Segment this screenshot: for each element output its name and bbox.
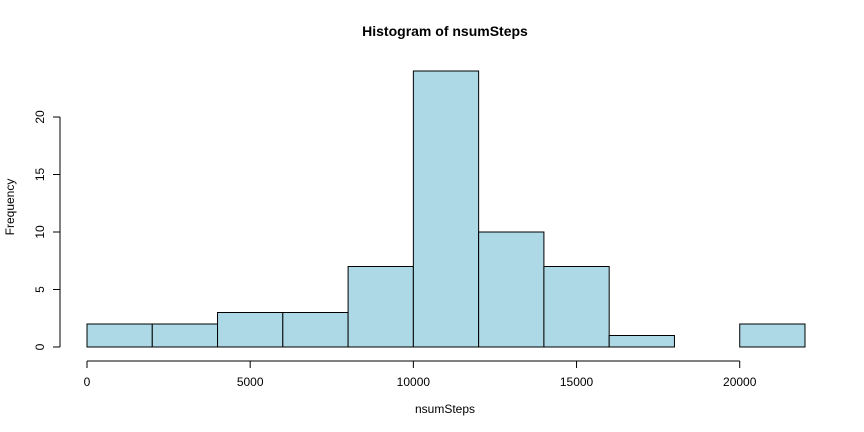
histogram-bar: [412, 70, 480, 348]
y-tick-label: 5: [33, 286, 47, 293]
histogram-bar: [608, 335, 675, 348]
x-tick-label: 10000: [397, 375, 431, 389]
histogram-bar: [739, 323, 806, 348]
y-tick-label: 20: [33, 110, 47, 124]
histogram-bar: [86, 323, 153, 348]
y-tick-label: 10: [33, 225, 47, 239]
y-tick-label: 15: [33, 168, 47, 182]
x-axis: 0 5000 10000 15000 20000: [84, 360, 757, 389]
y-axis: 0 5 10 15 20: [33, 110, 61, 350]
x-tick-label: 15000: [560, 375, 594, 389]
x-tick-label: 0: [84, 375, 91, 389]
histogram-bar: [217, 312, 284, 348]
histogram-bar: [347, 266, 414, 348]
histogram-bar: [282, 312, 349, 348]
x-tick-label: 5000: [237, 375, 264, 389]
histogram-bar: [543, 266, 610, 348]
chart-title: Histogram of nsumSteps: [362, 23, 528, 39]
x-tick-label: 20000: [723, 375, 757, 389]
histogram-bar: [151, 323, 219, 348]
y-axis-label: Frequency: [3, 179, 17, 236]
bars-group: [86, 70, 806, 348]
histogram-bar: [478, 231, 545, 348]
y-tick-label: 0: [33, 343, 47, 350]
x-axis-label: nsumSteps: [415, 402, 475, 416]
